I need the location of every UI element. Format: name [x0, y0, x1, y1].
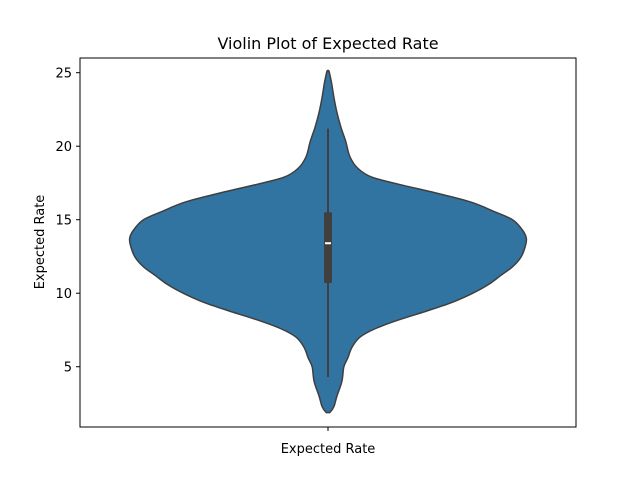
y-tick-label: 20 [55, 140, 72, 155]
plot-area [128, 69, 528, 414]
y-tick-label: 25 [55, 67, 72, 82]
chart-title: Violin Plot of Expected Rate [217, 34, 438, 53]
y-tick-label: 5 [64, 361, 72, 376]
y-tick-label: 10 [55, 287, 72, 302]
y-tick-label: 15 [55, 214, 72, 229]
x-tick-label: Expected Rate [281, 442, 376, 457]
y-axis-label: Expected Rate [33, 195, 48, 290]
violin-iqr-box [324, 212, 332, 283]
y-axis: 5 10 15 20 25 [55, 67, 80, 376]
x-axis: Expected Rate [281, 427, 376, 457]
